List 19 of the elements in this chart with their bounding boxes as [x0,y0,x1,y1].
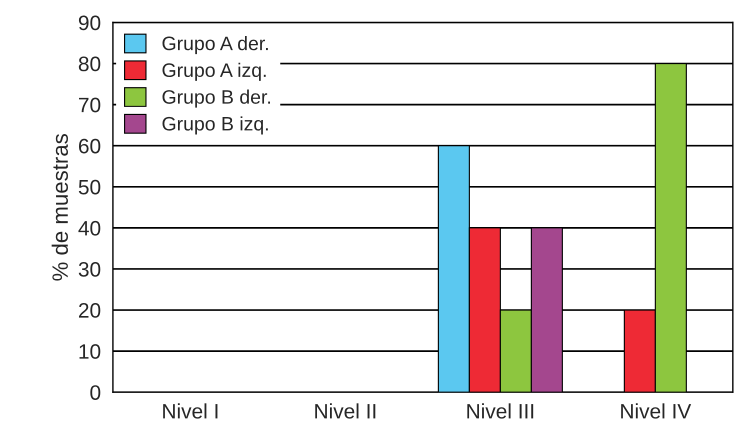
legend-label: Grupo A der. [162,36,268,54]
legend-label: Grupo B izq. [162,116,268,134]
x-tick-label: Nivel II [315,403,376,419]
x-tick-label: Nivel I [163,403,218,419]
y-tick-label: 0 [90,385,100,400]
y-tick-label: 60 [78,138,100,154]
legend-label: Grupo B der. [162,90,270,108]
x-tick-label: Nivel III [467,403,534,419]
y-tick-label: 90 [78,15,100,30]
y-tick-label: 40 [78,220,100,236]
y-tick-label: 30 [78,262,100,277]
y-tick-label: 10 [80,344,100,359]
y-tick-label: 70 [79,98,100,112]
y-axis-title: % de muestras [52,134,68,281]
y-tick-label: 80 [78,56,100,72]
x-tick-label: Nivel IV [621,403,692,419]
y-tick-label: 20 [78,303,100,318]
y-tick-label: 50 [78,180,100,195]
legend-label: Grupo A izq. [162,62,266,81]
